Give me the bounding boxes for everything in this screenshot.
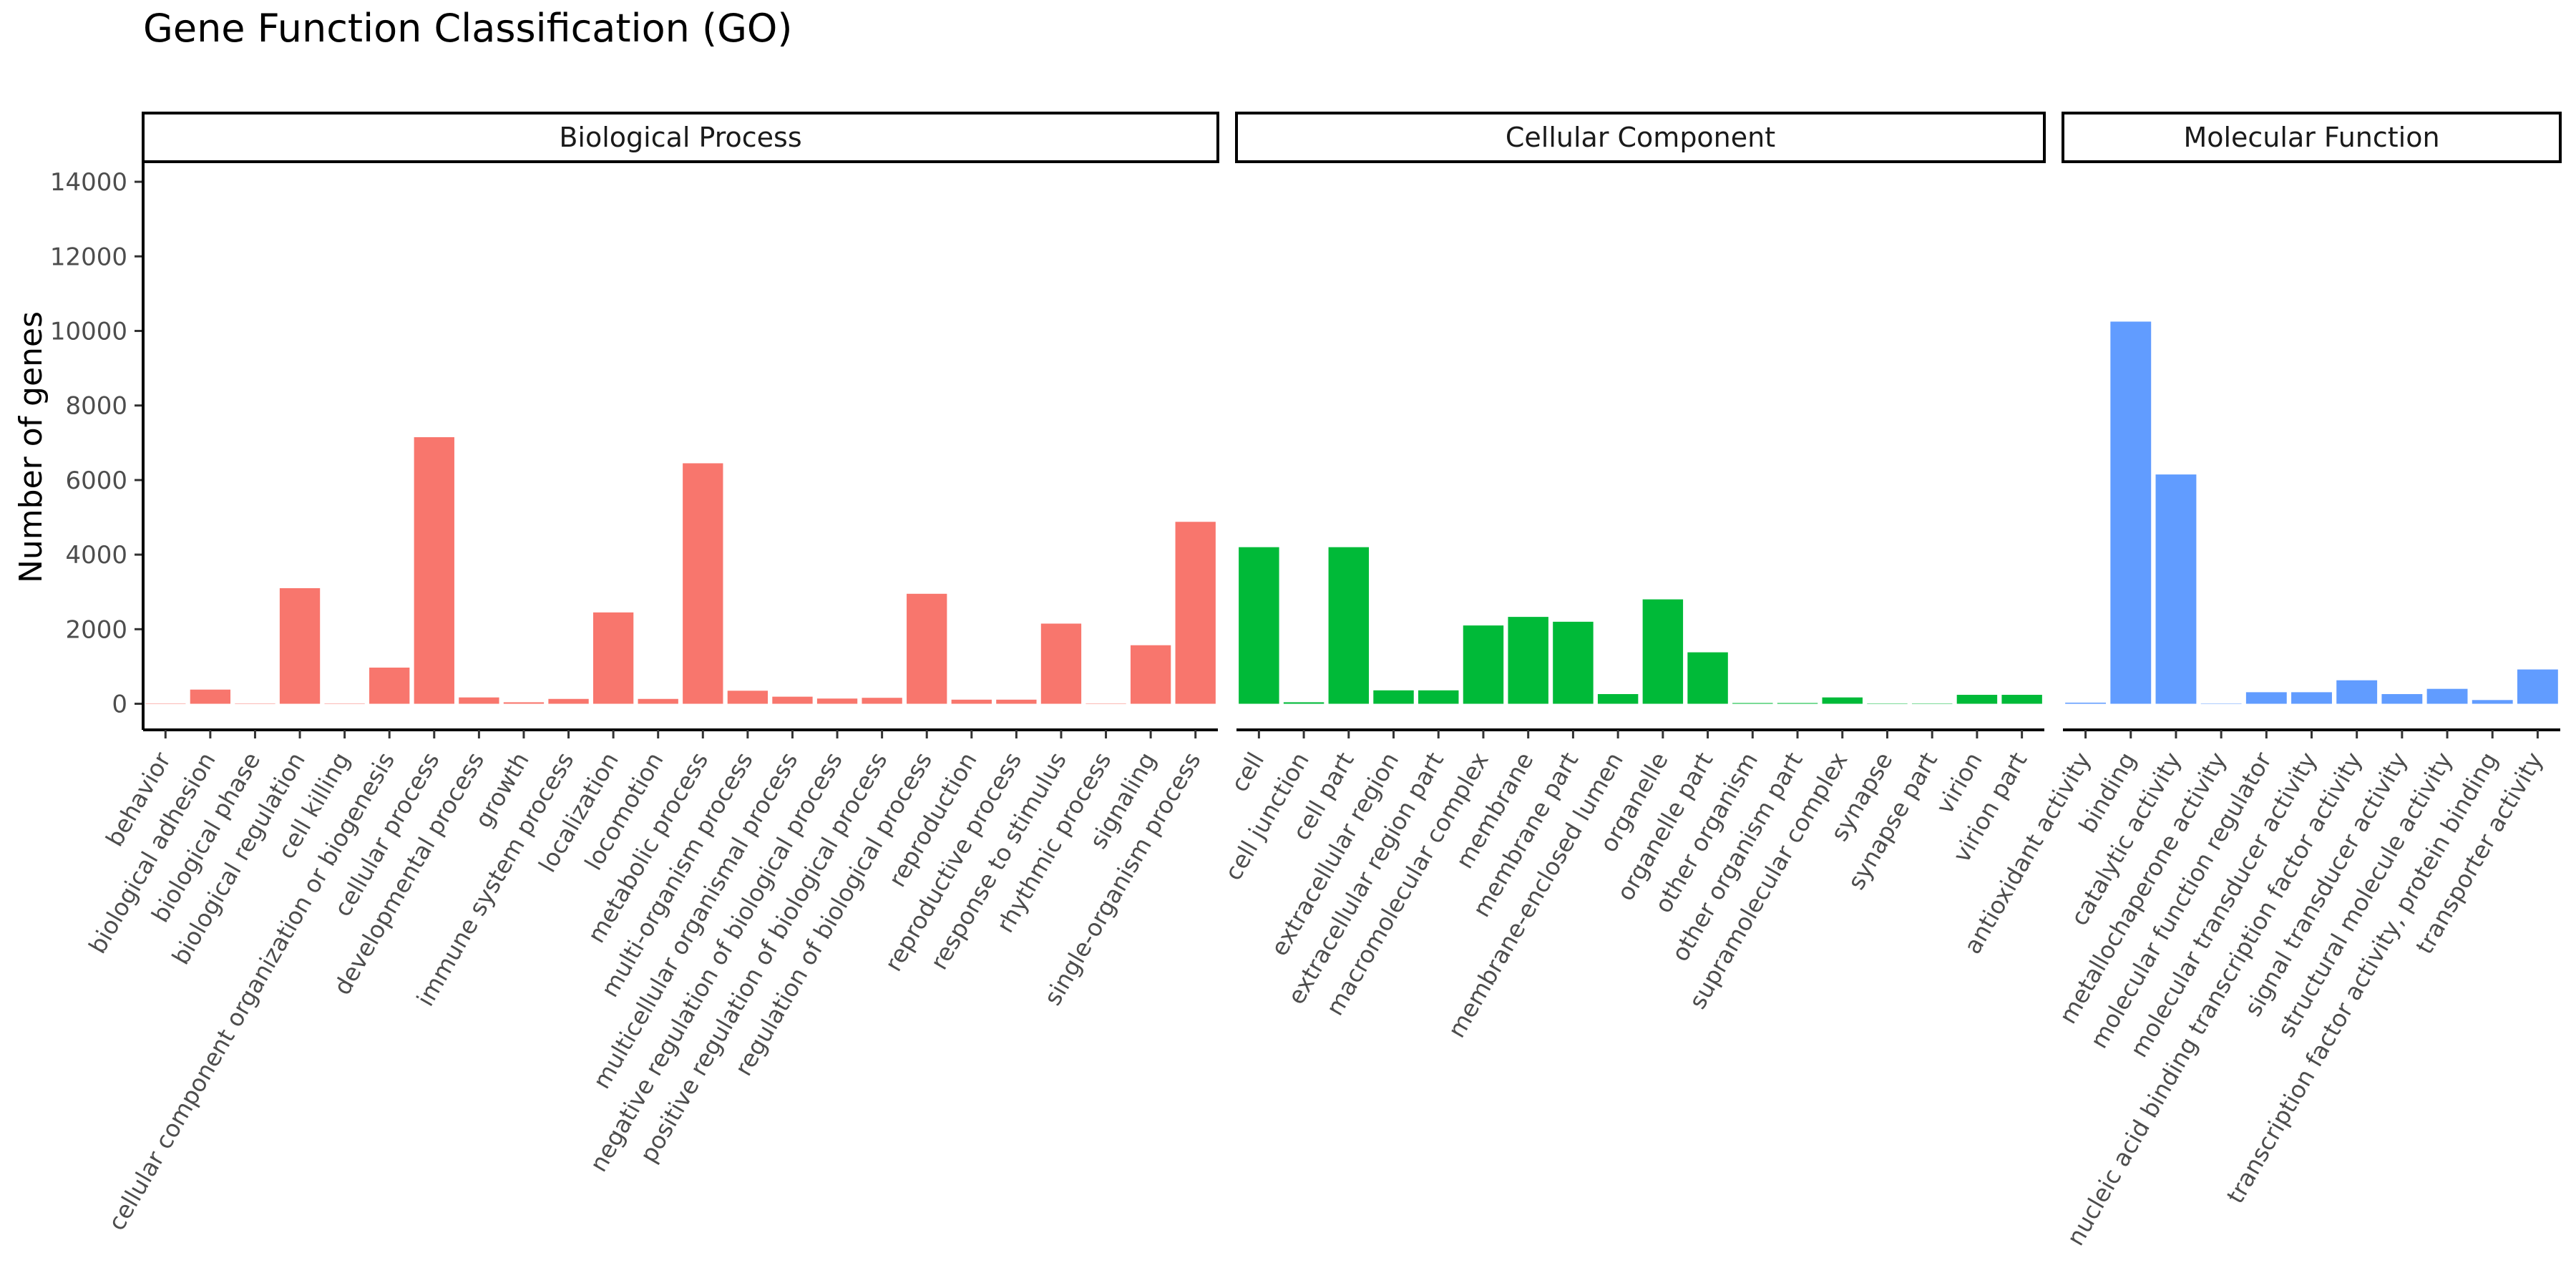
bar-virion-part xyxy=(2001,695,2042,704)
facet-strip xyxy=(142,112,1219,163)
bar-macromolecular-complex xyxy=(1463,625,1504,704)
bar-immune-system-process xyxy=(548,698,589,704)
bar-metallochaperone-activity xyxy=(2200,703,2242,704)
y-tick-label: 2000 xyxy=(65,615,127,644)
facet-strip xyxy=(1235,112,2046,163)
y-tick-label: 14000 xyxy=(50,168,127,197)
facet-strip-label: Biological Process xyxy=(559,122,801,153)
bar-molecular-function-regulator xyxy=(2245,692,2287,704)
bar-positive-regulation-of-biological-process xyxy=(862,698,902,704)
bar-organelle xyxy=(1642,599,1684,704)
bar-single-organism-process xyxy=(1175,522,1216,704)
bar-extracellular-region-part xyxy=(1418,690,1459,704)
y-axis: 0 2000 4000 6000 8000 10000 12000 14000 xyxy=(50,163,145,730)
bar-multicellular-organismal-process xyxy=(772,696,813,704)
bar-biological-adhesion xyxy=(190,689,231,704)
bar-catalytic-activity xyxy=(2155,474,2197,704)
bar-cell xyxy=(1239,547,1279,704)
x-tick-label: cell xyxy=(1225,748,1269,797)
bar-developmental-process xyxy=(459,697,499,704)
bar-biological-phase xyxy=(235,703,275,704)
bar-behavior xyxy=(145,703,186,704)
bar-growth xyxy=(503,702,545,704)
bar-locomotion xyxy=(638,698,678,704)
bar-synapse-part xyxy=(1911,703,1953,704)
bar-cellular-process xyxy=(414,436,454,704)
y-tick-label: 6000 xyxy=(65,467,127,495)
bar-localization xyxy=(592,612,634,704)
facet-strip xyxy=(2062,112,2562,163)
bar-multi-organism-process xyxy=(727,691,769,704)
bar-negative-regulation-of-biological-process xyxy=(816,698,858,704)
bar-extracellular-region xyxy=(1373,690,1414,704)
bar-supramolecular-complex xyxy=(1822,697,1863,704)
bar-synapse xyxy=(1867,703,1908,704)
bar-regulation-of-biological-process xyxy=(907,593,947,704)
bar-response-to-stimulus xyxy=(1040,623,1082,704)
bar-molecular-transducer-activity xyxy=(2291,692,2332,704)
bar-nucleic-acid-binding-transcription-factor-activity xyxy=(2336,680,2378,704)
bar-cell-part xyxy=(1328,547,1370,704)
bar-biological-regulation xyxy=(279,588,321,704)
bar-signaling xyxy=(1130,645,1171,704)
bar-transporter-activity xyxy=(2517,669,2558,704)
bar-organelle-part xyxy=(1687,652,1728,704)
y-tick-label: 4000 xyxy=(65,541,127,570)
bar-cell-killing xyxy=(324,703,365,704)
bar-metabolic-process xyxy=(683,463,723,704)
bar-rhythmic-process xyxy=(1085,703,1126,704)
bar-membrane xyxy=(1508,617,1548,704)
bar-cellular-component-organization-or-biogenesis xyxy=(369,667,410,704)
bar-virion xyxy=(1956,695,1998,704)
bar-cell-junction xyxy=(1283,702,1324,704)
y-axis-title: Number of genes xyxy=(13,311,49,583)
y-tick-label: 0 xyxy=(112,691,127,719)
bar-structural-molecule-activity xyxy=(2426,688,2468,704)
bar-transcription-factor-activity-protein-binding xyxy=(2472,700,2513,704)
bar-reproductive-process xyxy=(996,699,1037,704)
bar-signal-transducer-activity xyxy=(2381,693,2423,704)
bar-binding xyxy=(2110,321,2152,704)
y-tick-label: 12000 xyxy=(50,243,127,271)
bar-antioxidant-activity xyxy=(2065,702,2107,704)
y-tick-label: 10000 xyxy=(50,317,127,346)
facet-strip-label: Cellular Component xyxy=(1506,122,1775,153)
y-tick-label: 8000 xyxy=(65,392,127,421)
chart-title: Gene Function Classification (GO) xyxy=(143,6,792,51)
bar-membrane-part xyxy=(1553,621,1594,704)
bar-membrane-enclosed-lumen xyxy=(1597,693,1639,704)
facet-strip-label: Molecular Function xyxy=(2183,122,2439,153)
bar-reproduction xyxy=(951,699,992,704)
